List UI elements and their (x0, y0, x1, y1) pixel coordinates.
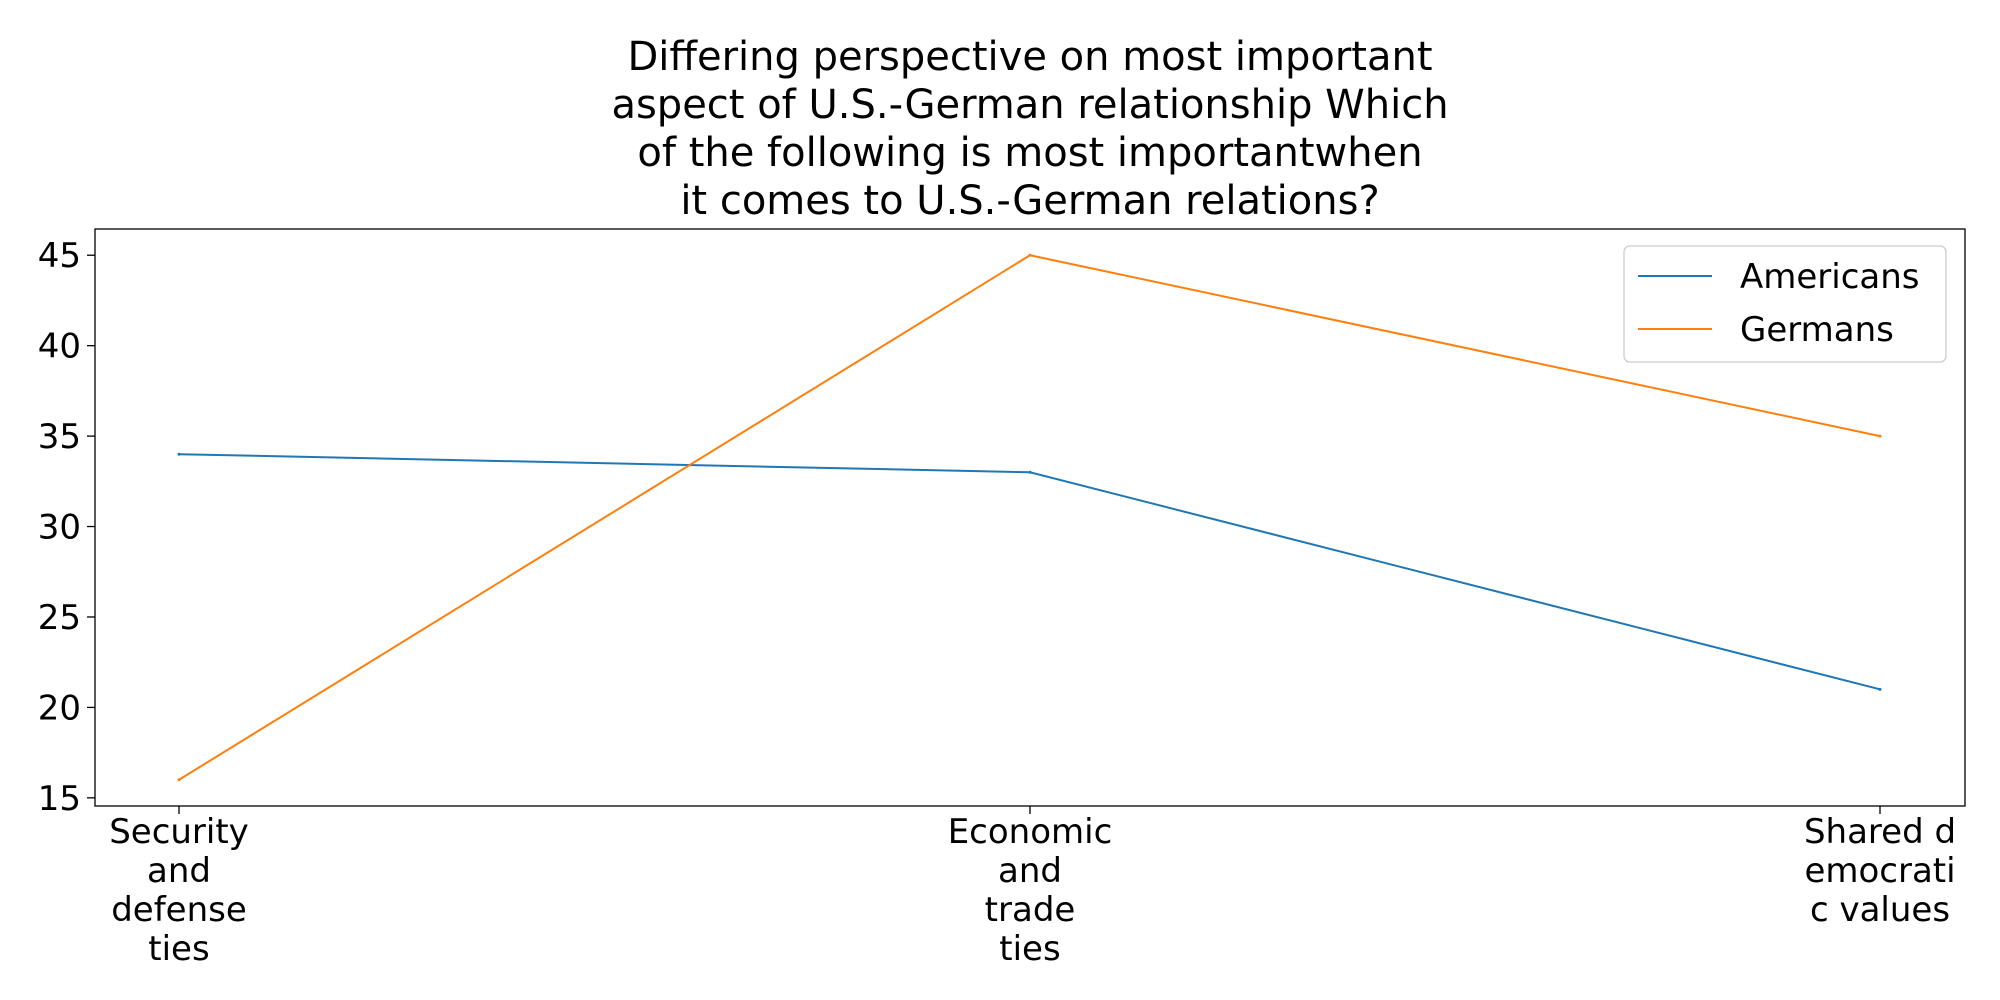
series-lines (177, 253, 1882, 782)
data-point-germans (177, 778, 181, 782)
chart-title: Differing perspective on most importanta… (611, 34, 1448, 224)
x-tick-label-line: and (998, 851, 1062, 891)
x-tick-label-line: Security (109, 812, 249, 852)
x-tick-label-line: Shared d (1804, 812, 1956, 852)
y-tick-label: 40 (38, 327, 81, 367)
series-line-americans (178, 453, 1881, 691)
legend: Americans Germans (1623, 245, 1947, 363)
chart-title-line: it comes to U.S.-German relations? (680, 178, 1379, 224)
legend-item: Germans (1638, 310, 1894, 350)
x-tick-label-line: c values (1810, 890, 1950, 930)
x-axis: SecurityanddefensetiesEconomicandtradeti… (109, 806, 1956, 969)
y-tick-label: 35 (38, 417, 81, 457)
data-point-americans (1878, 687, 1882, 691)
x-tick-label-line: and (147, 851, 211, 891)
data-point-germans (1028, 253, 1032, 257)
y-tick-label: 20 (38, 688, 81, 728)
x-tick-label-line: ties (148, 929, 209, 969)
data-point-americans (1028, 470, 1032, 474)
legend-item: Americans (1638, 257, 1920, 297)
y-tick-label: 45 (38, 236, 81, 276)
y-tick-label: 25 (38, 598, 81, 638)
x-tick-label-line: defense (111, 890, 247, 930)
y-tick-label: 15 (38, 779, 81, 819)
y-tick-label: 30 (38, 508, 81, 548)
legend-label: Americans (1740, 257, 1920, 297)
chart-title-line: aspect of U.S.-German relationship Which (611, 82, 1448, 128)
chart-title-line: Differing perspective on most important (628, 34, 1433, 80)
chart-title-line: of the following is most importantwhen (637, 130, 1422, 176)
legend-label: Germans (1740, 310, 1894, 350)
x-tick-label-line: Economic (948, 812, 1113, 852)
x-tick-label-line: trade (985, 890, 1076, 930)
data-point-americans (177, 452, 181, 456)
x-tick-label-line: emocrati (1804, 851, 1955, 891)
data-point-germans (1878, 434, 1882, 438)
x-tick-label-line: ties (999, 929, 1060, 969)
y-axis: 15 20 25 30 35 40 45 (38, 236, 95, 819)
